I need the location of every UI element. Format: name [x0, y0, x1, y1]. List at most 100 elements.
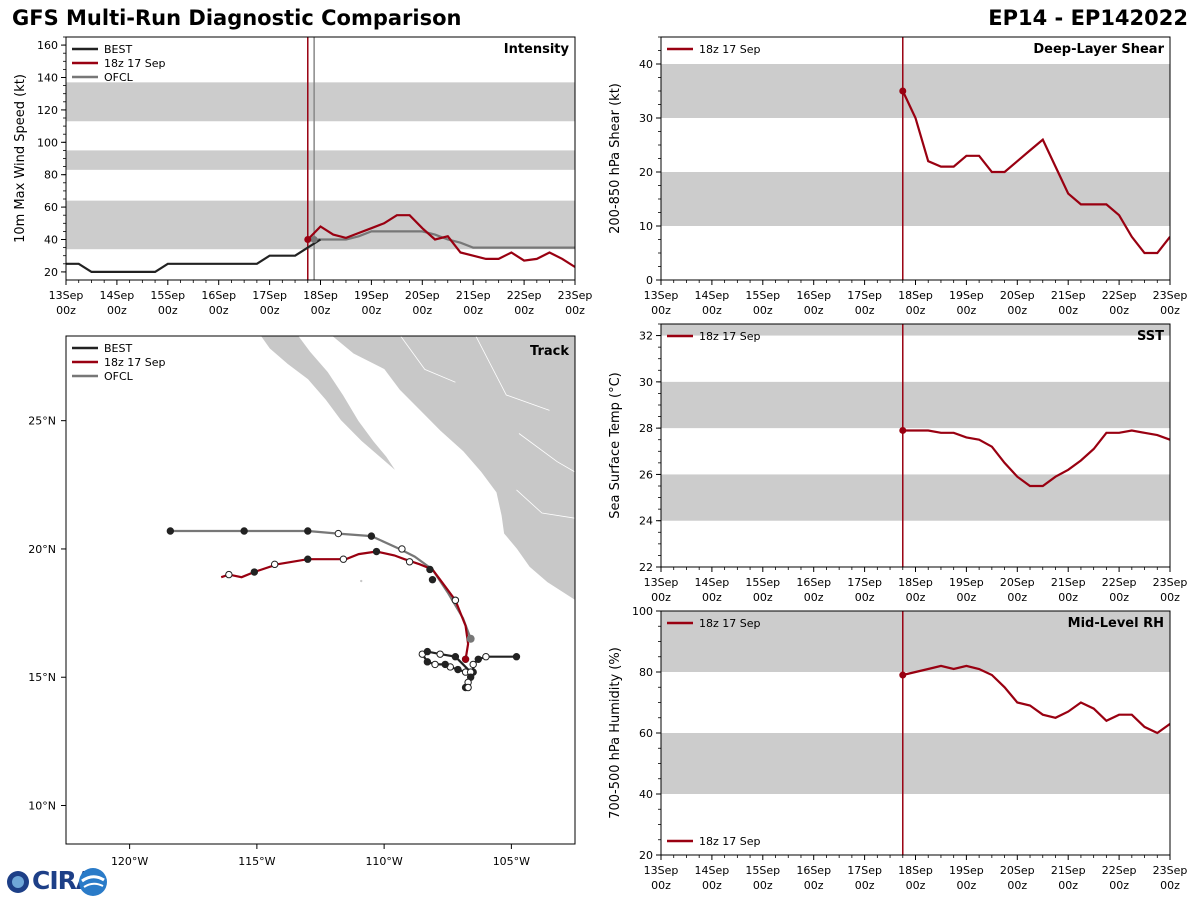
legend-label: 18z 17 Sep [104, 356, 166, 369]
x-tick-hour: 00z [906, 879, 926, 892]
y-tick-label: 24 [639, 515, 653, 528]
y-tick-label: 100 [37, 136, 58, 149]
threshold-band [66, 200, 575, 250]
ofcl-track-marker [466, 634, 475, 643]
y-tick-label: 160 [37, 39, 58, 52]
run-track-point [304, 555, 312, 563]
run-track-point [339, 555, 348, 563]
x-tick-day: 21Sep [1051, 864, 1086, 877]
x-tick-day: 15Sep [745, 864, 780, 877]
x-tick-hour: 00z [56, 304, 76, 317]
mainland-mexico-land [331, 336, 575, 601]
series-line-18z-17-sep [902, 429, 1170, 488]
y-tick-label: 100 [632, 605, 653, 618]
best-track-point [482, 653, 490, 661]
x-tick-day: 19Sep [949, 864, 984, 877]
y-tick-label: 32 [639, 330, 653, 343]
threshold-band [661, 64, 1170, 118]
x-tick-hour: 00z [957, 591, 977, 604]
x-tick-hour: 00z [651, 304, 671, 317]
y-tick-label: 60 [44, 201, 58, 214]
x-tick-day: 13Sep [644, 289, 679, 302]
best-track-point [469, 660, 477, 669]
figure-title: GFS Multi-Run Diagnostic Comparison [12, 6, 462, 30]
panel-title: Deep-Layer Shear [1033, 42, 1164, 57]
best-track-point [431, 660, 439, 669]
run-track-point [270, 560, 279, 569]
x-tick-hour: 00z [1007, 879, 1027, 892]
y-axis-label: 200-850 hPa Shear (kt) [608, 83, 623, 234]
x-tick-day: 14Sep [100, 289, 135, 302]
x-tick-day: 17Sep [847, 576, 882, 589]
x-tick-hour: 00z [702, 879, 722, 892]
x-tick-hour: 00z [1058, 304, 1078, 317]
run-start-marker [462, 655, 470, 663]
best-track-point [464, 683, 472, 692]
run-start-marker [899, 87, 907, 95]
x-tick-hour: 00z [651, 591, 671, 604]
y-axis-label: Sea Surface Temp (°C) [608, 372, 623, 519]
panel-title: Mid-Level RH [1068, 616, 1164, 631]
x-tick-day: 13Sep [644, 576, 679, 589]
run-track-point [225, 570, 233, 579]
x-tick-hour: 00z [311, 304, 331, 317]
ofcl-track-point [166, 527, 175, 535]
run-track-line [220, 550, 470, 660]
panel-rh: 20 40 60 80 100 13Sep 00z 14Sep 00z 15Sep 00z 16Sep… [608, 605, 1187, 892]
x-tick-hour: 00z [1160, 304, 1180, 317]
x-tick-day: 14Sep [695, 289, 730, 302]
x-tick-day: 15Sep [150, 289, 185, 302]
run-track-point [451, 596, 460, 604]
storm-id: EP14 - EP142022 [988, 6, 1188, 30]
ofcl-track-point [426, 565, 434, 574]
best-track-point [423, 647, 432, 656]
threshold-band [661, 381, 1170, 429]
run-start-marker [899, 426, 907, 434]
x-tick-hour: 00z [702, 304, 722, 317]
x-tick-day: 21Sep [1051, 289, 1086, 302]
x-tick-day: 18Sep [898, 576, 933, 589]
series-line-best [66, 238, 322, 273]
x-tick-day: 20Sep [1000, 864, 1035, 877]
panel-track: 120°W 115°W 110°W 105°W 10°N 15°N 20°N 25°N Trac… [28, 335, 576, 868]
x-tick-hour: 00z [804, 304, 824, 317]
threshold-band [661, 172, 1170, 226]
x-tick-hour: 00z [804, 879, 824, 892]
x-tick-day: 19Sep [949, 576, 984, 589]
x-tick-hour: 00z [702, 591, 722, 604]
panel-shear: 0 10 20 30 40 13Sep 00z 14Sep 00z 15Sep 00z 16Sep 00… [608, 36, 1188, 317]
y-tick-label: 80 [44, 169, 58, 182]
x-tick-day: 17Sep [847, 289, 882, 302]
run-start-marker [899, 671, 907, 679]
x-tick-hour: 00z [1058, 591, 1078, 604]
x-tick-hour: 00z [855, 879, 875, 892]
legend-label: OFCL [104, 370, 134, 383]
x-tick-hour: 00z [1160, 879, 1180, 892]
x-tick-day: 22Sep [1102, 864, 1137, 877]
ofcl-track-point [240, 527, 248, 535]
x-tick-day: 18Sep [303, 289, 338, 302]
cira-globe-icon [7, 871, 29, 893]
best-track-point [436, 650, 444, 658]
x-tick-day: 18Sep [898, 864, 933, 877]
x-tick-day: 21Sep [1051, 576, 1086, 589]
panel-intensity: 20 40 60 80 100 120 140 160 13Sep 00z 14Sep 00z 15Se… [13, 36, 592, 317]
x-tick-day: 23Sep [1153, 289, 1188, 302]
legend-label: BEST [104, 342, 132, 355]
x-tick-hour: 00z [1109, 879, 1129, 892]
legend-label: 18z 17 Sep [699, 330, 761, 343]
x-tick-day: 15Sep [745, 289, 780, 302]
x-tick-hour: 00z [855, 591, 875, 604]
best-track-point [441, 660, 449, 669]
x-tick-hour: 00z [906, 304, 926, 317]
y-tick-label: 26 [639, 468, 653, 481]
x-tick-hour: 00z [107, 304, 127, 317]
panel-title: SST [1137, 329, 1164, 344]
y-tick-label: 0 [646, 274, 653, 287]
x-tick-hour: 00z [651, 879, 671, 892]
threshold-band [66, 82, 575, 122]
panel-title: Track [530, 344, 569, 359]
x-tick-day: 19Sep [949, 289, 984, 302]
run-track-point [428, 576, 437, 584]
